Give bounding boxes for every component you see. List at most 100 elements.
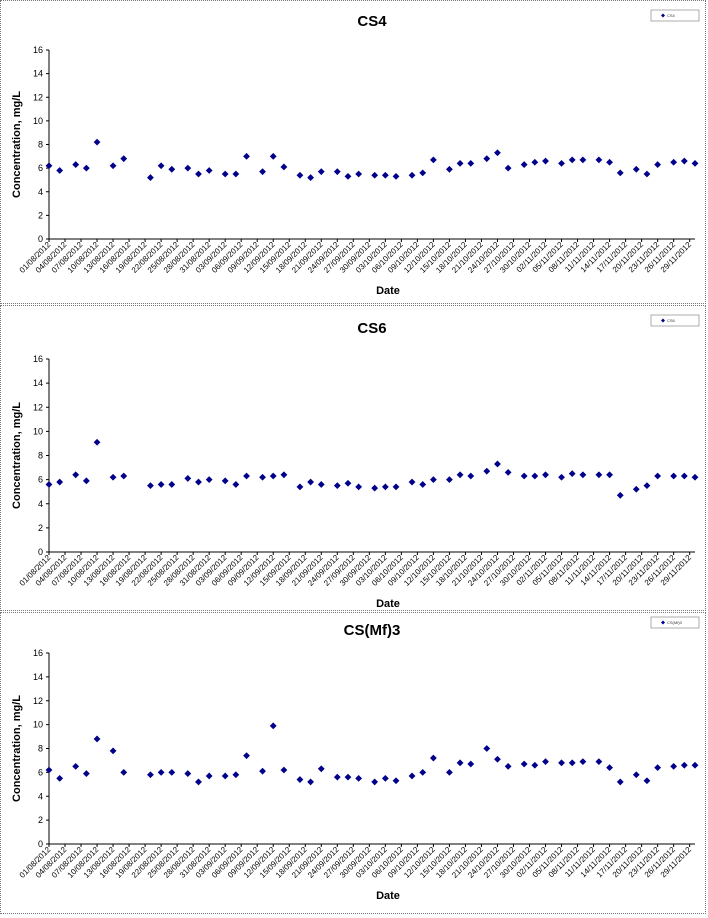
data-point bbox=[691, 761, 699, 769]
data-point bbox=[542, 471, 549, 479]
data-point bbox=[333, 773, 341, 781]
data-point bbox=[243, 152, 250, 160]
data-point bbox=[456, 471, 464, 479]
data-point bbox=[670, 763, 678, 770]
data-point bbox=[120, 768, 128, 776]
data-point bbox=[643, 482, 651, 490]
data-point bbox=[371, 171, 379, 179]
data-point bbox=[408, 772, 416, 780]
data-point bbox=[45, 481, 53, 488]
data-point bbox=[542, 758, 549, 766]
data-point bbox=[670, 472, 678, 480]
y-tick-label: 4 bbox=[38, 187, 43, 197]
data-point bbox=[307, 778, 315, 786]
y-axis-title: Concentration, mg/L bbox=[11, 695, 23, 802]
y-tick-label: 0 bbox=[38, 547, 43, 557]
data-point bbox=[259, 473, 266, 481]
data-point bbox=[56, 167, 64, 174]
data-point bbox=[93, 438, 101, 446]
data-point bbox=[120, 155, 128, 163]
data-point bbox=[632, 165, 640, 173]
y-tick-label: 10 bbox=[33, 426, 43, 436]
data-point bbox=[168, 165, 176, 173]
data-point bbox=[168, 481, 176, 488]
data-point bbox=[205, 167, 213, 174]
data-point bbox=[232, 771, 240, 779]
y-tick-label: 4 bbox=[38, 791, 43, 801]
data-point bbox=[419, 169, 427, 177]
data-point bbox=[670, 158, 678, 166]
data-point bbox=[269, 152, 277, 160]
data-point bbox=[232, 170, 240, 178]
data-point bbox=[371, 778, 379, 786]
data-point bbox=[483, 467, 491, 475]
data-point bbox=[616, 778, 624, 786]
data-point bbox=[483, 745, 491, 752]
data-point bbox=[419, 768, 427, 776]
y-tick-label: 16 bbox=[33, 648, 43, 658]
data-point bbox=[467, 472, 475, 480]
data-point bbox=[558, 759, 565, 767]
y-tick-label: 4 bbox=[38, 499, 43, 509]
data-point bbox=[446, 476, 453, 484]
data-point bbox=[344, 773, 352, 781]
legend-marker bbox=[661, 13, 665, 18]
data-point bbox=[446, 768, 453, 776]
y-tick-label: 0 bbox=[38, 839, 43, 849]
data-point bbox=[147, 482, 154, 490]
chart-svg-csmf3: CS(Mf)3 CS(Mf)3024681012141601/08/201204/… bbox=[11, 616, 700, 902]
legend-label: CS4 bbox=[667, 13, 676, 18]
chart-panel-csmf3: CS(Mf)3 CS(Mf)3 0 2 4 6 8 10 12 14 16 01/08/2012 04/… bbox=[0, 612, 706, 914]
data-point bbox=[317, 765, 325, 773]
data-point bbox=[296, 171, 304, 179]
data-point bbox=[72, 471, 80, 479]
data-point bbox=[680, 472, 688, 480]
data-point bbox=[691, 160, 699, 167]
data-point bbox=[221, 170, 229, 178]
data-point bbox=[195, 778, 202, 786]
data-point bbox=[307, 478, 315, 486]
data-point bbox=[494, 460, 501, 468]
data-point bbox=[381, 483, 389, 491]
legend: CS(Mf)3 bbox=[650, 616, 700, 629]
data-point bbox=[82, 477, 90, 485]
data-point bbox=[691, 473, 699, 481]
data-point bbox=[483, 155, 491, 163]
data-point bbox=[195, 478, 202, 486]
y-tick-label: 6 bbox=[38, 475, 43, 485]
data-point bbox=[184, 164, 192, 172]
data-point bbox=[317, 481, 325, 488]
data-point bbox=[344, 172, 352, 180]
y-tick-label: 2 bbox=[38, 523, 43, 533]
data-point bbox=[643, 170, 651, 178]
data-point bbox=[269, 722, 277, 730]
y-tick-label: 0 bbox=[38, 234, 43, 244]
data-point bbox=[520, 760, 528, 768]
data-point bbox=[56, 478, 64, 486]
x-axis-title: Date bbox=[376, 598, 400, 610]
data-point bbox=[147, 771, 154, 779]
y-tick-label: 16 bbox=[33, 354, 43, 364]
data-point bbox=[392, 777, 400, 785]
x-axis-title: Date bbox=[376, 890, 400, 902]
data-point bbox=[558, 473, 565, 481]
y-tick-label: 16 bbox=[33, 45, 43, 55]
data-point bbox=[296, 483, 304, 491]
data-point bbox=[520, 161, 528, 168]
data-point bbox=[243, 472, 250, 480]
data-point bbox=[259, 168, 266, 176]
chart-panel-cs4: CS4 CS4 0 2 4 6 8 10 12 14 16 01/08/2012 04/08/2012 0… bbox=[0, 0, 706, 304]
data-point bbox=[221, 772, 229, 780]
data-point bbox=[429, 156, 437, 164]
data-point bbox=[221, 477, 229, 485]
data-point bbox=[654, 161, 662, 168]
data-point bbox=[355, 774, 363, 782]
chart-svg-cs4: CS4 CS4024681012141601/08/201204/08/20120… bbox=[11, 9, 700, 297]
data-point bbox=[579, 156, 587, 164]
data-point bbox=[355, 170, 363, 178]
data-point bbox=[680, 761, 688, 769]
data-point bbox=[195, 170, 202, 178]
data-point bbox=[606, 471, 613, 479]
data-point bbox=[109, 473, 117, 481]
data-point bbox=[504, 164, 512, 172]
